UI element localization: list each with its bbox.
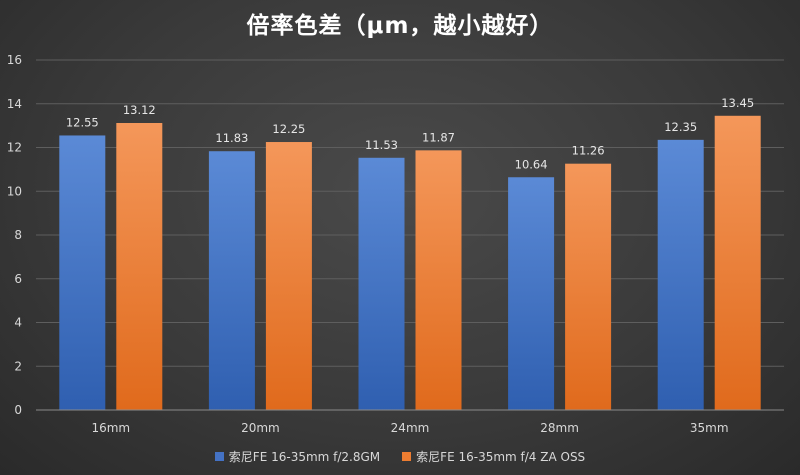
y-tick-label: 2: [14, 359, 22, 373]
legend-item-series-1: 索尼FE 16-35mm f/2.8GM: [214, 448, 381, 465]
legend-swatch-series-2: [402, 452, 412, 461]
x-axis: 16mm 20mm 24mm 28mm 35mm: [36, 409, 784, 435]
x-tick-label: 20mm: [241, 421, 280, 435]
bar-series-2-28mm: [565, 163, 612, 410]
x-tick-label: 16mm: [91, 421, 130, 435]
data-label: 11.87: [422, 130, 455, 144]
legend: 索尼FE 16-35mm f/2.8GM 索尼FE 16-35mm f/4 ZA…: [0, 448, 800, 465]
data-labels: 12.55 13.12 11.83 12.25 11.53 11.87 10.64 11.26…: [66, 96, 754, 171]
y-tick-label: 0: [14, 403, 22, 417]
data-label: 11.83: [215, 131, 248, 145]
data-label: 13.45: [721, 96, 754, 110]
y-axis: 0 2 4 6 8 10 12 14 16: [7, 53, 22, 417]
legend-label-series-2: 索尼FE 16-35mm f/4 ZA OSS: [416, 450, 586, 464]
x-tick-label: 24mm: [391, 421, 430, 435]
y-tick-label: 16: [7, 53, 22, 67]
data-label: 10.64: [515, 157, 548, 171]
bars: [59, 115, 761, 410]
bar-series-1-28mm: [508, 177, 555, 410]
bar-series-2-24mm: [415, 150, 462, 410]
bar-series-1-24mm: [358, 157, 405, 410]
bar-series-2-35mm: [714, 115, 761, 410]
chart-title: 倍率色差（μm，越小越好）: [246, 13, 554, 39]
data-label: 13.12: [123, 103, 156, 117]
data-label: 11.53: [365, 138, 398, 152]
bar-series-1-16mm: [59, 135, 106, 410]
data-label: 12.55: [66, 115, 99, 129]
legend-label-series-1: 索尼FE 16-35mm f/2.8GM: [228, 450, 381, 464]
y-tick-label: 4: [14, 316, 22, 330]
y-tick-label: 6: [14, 272, 22, 286]
y-tick-label: 10: [7, 184, 22, 198]
data-label: 11.26: [572, 144, 605, 158]
legend-swatch-series-1: [214, 452, 224, 461]
data-label: 12.25: [272, 122, 305, 136]
bar-series-1-35mm: [657, 139, 704, 410]
x-tick-label: 35mm: [690, 421, 729, 435]
y-tick-label: 14: [7, 97, 22, 111]
legend-item-series-2: 索尼FE 16-35mm f/4 ZA OSS: [402, 448, 585, 465]
bar-series-1-20mm: [208, 151, 255, 410]
y-tick-label: 12: [7, 141, 22, 155]
bar-series-2-16mm: [116, 123, 163, 410]
x-tick-label: 28mm: [540, 421, 579, 435]
y-tick-label: 8: [14, 228, 22, 242]
data-label: 12.35: [664, 120, 697, 134]
bar-series-2-20mm: [265, 142, 312, 410]
